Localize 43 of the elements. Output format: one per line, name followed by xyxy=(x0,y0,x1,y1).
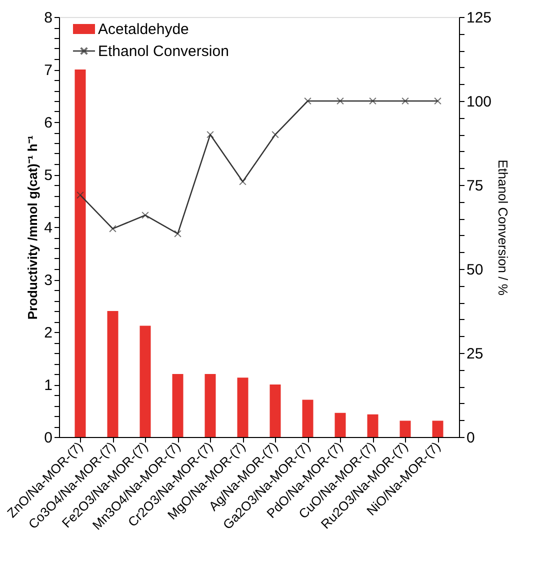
y2-tick-label: 50 xyxy=(466,262,484,278)
point xyxy=(76,191,84,199)
legend-label: Ethanol Conversion xyxy=(98,43,229,60)
y-tick-label: 6 xyxy=(44,114,52,132)
y2-tick-label: 125 xyxy=(466,10,492,26)
y-tick-label: 2 xyxy=(44,324,52,342)
point xyxy=(142,212,149,219)
y-tick-label: 3 xyxy=(44,272,52,289)
y-tick-label: 8 xyxy=(44,10,52,26)
bar xyxy=(107,311,118,437)
y2-axis-title: Ethanol Conversion / % xyxy=(496,160,511,296)
point xyxy=(174,230,182,238)
bar xyxy=(270,384,281,437)
bar xyxy=(237,378,248,437)
bar xyxy=(302,400,314,437)
point xyxy=(109,225,116,232)
point xyxy=(402,97,409,105)
y2-tick-label: 25 xyxy=(466,346,484,362)
bar xyxy=(400,420,411,437)
y-tick-label: 5 xyxy=(44,167,52,184)
legend-label: Acetaldehyde xyxy=(98,21,189,38)
y-tick-label: 7 xyxy=(44,62,52,79)
bar xyxy=(367,414,378,437)
y-tick-label: 1 xyxy=(44,377,52,394)
point xyxy=(206,130,214,138)
bar xyxy=(204,374,216,437)
bar xyxy=(334,412,346,437)
y2-tick-label: 100 xyxy=(466,94,492,110)
point xyxy=(272,130,279,138)
bar xyxy=(172,374,184,437)
point xyxy=(434,97,442,105)
point xyxy=(369,97,376,105)
bar xyxy=(74,70,86,437)
point xyxy=(239,178,246,186)
y2-tick-label: 75 xyxy=(466,178,484,194)
point xyxy=(336,97,344,105)
bar xyxy=(140,326,151,437)
point xyxy=(304,97,312,105)
bar xyxy=(432,420,444,437)
y-axis-title: Productivity /mmol g(cat)⁻¹ h⁻¹ xyxy=(25,135,40,320)
y2-tick-label: 0 xyxy=(466,430,475,446)
y-tick-label: 4 xyxy=(44,220,52,236)
y-tick-label: 0 xyxy=(44,430,52,446)
